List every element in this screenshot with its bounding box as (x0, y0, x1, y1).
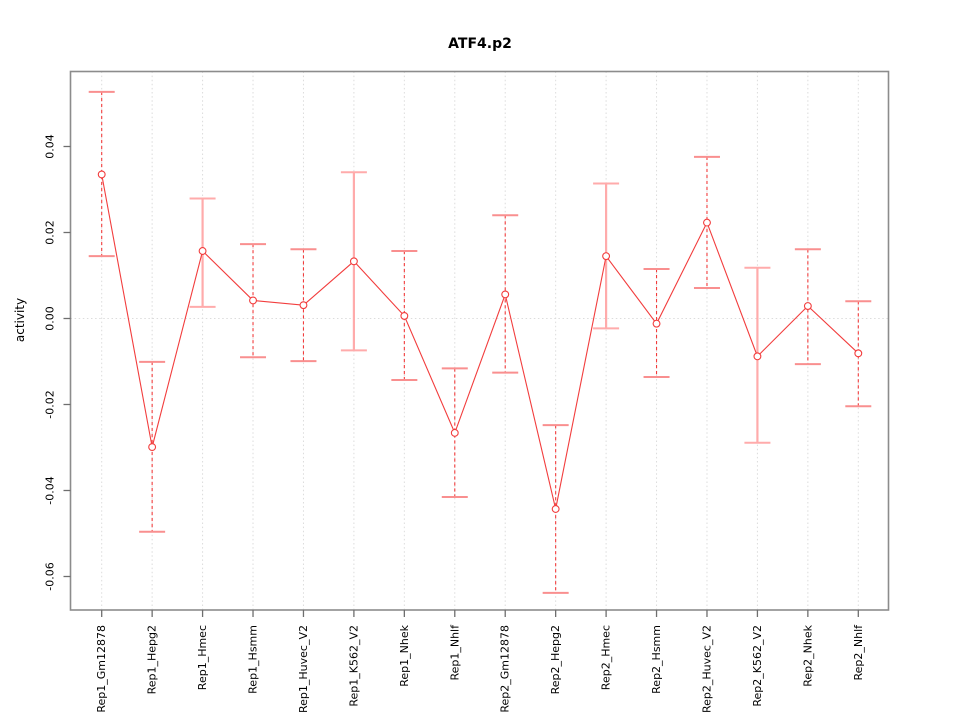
data-point (703, 218, 711, 227)
x-tick-label: Rep1_Hmec (196, 625, 209, 690)
x-tick-label: Rep2_Hepg2 (549, 625, 562, 694)
x-tick-label: Rep2_Nhek (801, 624, 814, 686)
x-tick-label: Rep1_Hsmm (247, 625, 260, 694)
chart-title: ATF4.p2 (448, 36, 512, 52)
data-point (501, 290, 510, 299)
data-point (551, 505, 560, 513)
x-tick-label: Rep2_Hmec (600, 625, 613, 690)
data-point (753, 352, 762, 361)
x-tick-label: Rep2_K562_V2 (751, 625, 764, 707)
data-point (854, 349, 863, 358)
x-tick-label: Rep2_Nhlf (852, 624, 865, 681)
x-tick-label: Rep1_Huvec_V2 (297, 625, 310, 713)
data-point (97, 170, 106, 179)
x-tick-label: Rep1_Gm12878 (95, 625, 108, 713)
y-tick-label: 0.00 (44, 306, 57, 331)
data-point (602, 252, 611, 261)
y-tick-label: -0.04 (44, 476, 57, 504)
y-tick-label: 0.04 (44, 134, 57, 159)
data-point (148, 443, 157, 452)
data-point (652, 319, 661, 328)
x-tick-label: Rep2_Hsmm (650, 625, 663, 694)
data-point (299, 301, 308, 310)
x-tick-label: Rep1_Nhek (398, 624, 411, 686)
x-tick-label: Rep2_Gm12878 (499, 625, 512, 713)
x-tick-label: Rep1_Nhlf (448, 624, 461, 681)
data-point (249, 296, 257, 305)
data-point (349, 257, 358, 266)
data-point (400, 311, 409, 320)
x-tick-label: Rep1_Hepg2 (146, 625, 159, 694)
y-tick-label: -0.06 (44, 562, 57, 590)
series-line (101, 174, 859, 510)
x-tick-label: Rep2_Huvec_V2 (700, 625, 713, 713)
y-tick-label: 0.02 (44, 220, 57, 245)
x-tick-label: Rep1_K562_V2 (347, 625, 360, 707)
data-point (803, 302, 812, 310)
data-point (450, 428, 459, 437)
y-tick-label: -0.02 (44, 390, 57, 418)
plot-box (69, 70, 890, 611)
data-point (198, 247, 207, 255)
